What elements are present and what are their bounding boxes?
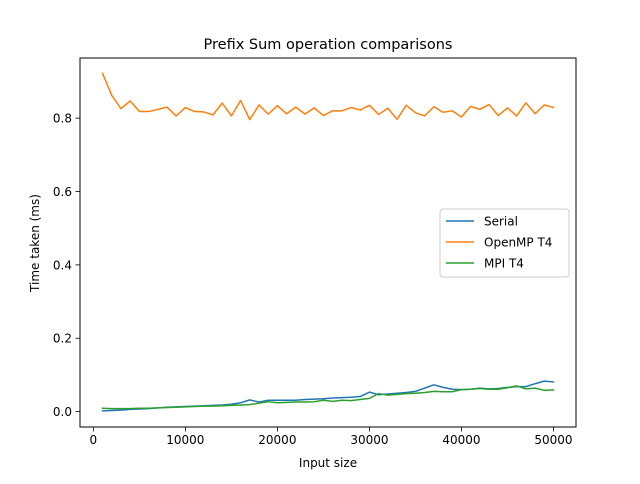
legend: Serial OpenMP T4 MPI T4 <box>439 208 570 278</box>
x-tick-label: 0 <box>90 433 98 447</box>
y-axis-label: Time taken (ms) <box>28 194 42 293</box>
y-tick-label: 0.8 <box>53 112 72 126</box>
x-tick-label: 40000 <box>442 433 480 447</box>
legend-label-1: OpenMP T4 <box>484 236 552 250</box>
x-tick-label: 50000 <box>534 433 572 447</box>
chart-title: Prefix Sum operation comparisons <box>204 37 453 53</box>
y-tick-label: 0.4 <box>53 258 72 272</box>
x-axis: 0 10000 20000 30000 40000 50000 <box>90 427 573 447</box>
y-tick-label: 0.6 <box>53 185 72 199</box>
legend-label-2: MPI T4 <box>484 257 524 271</box>
x-tick-label: 30000 <box>350 433 388 447</box>
legend-label-0: Serial <box>484 215 518 229</box>
y-tick-label: 0.2 <box>53 332 72 346</box>
x-tick-label: 10000 <box>166 433 204 447</box>
x-tick-label: 20000 <box>258 433 296 447</box>
y-tick-label: 0.0 <box>53 405 72 419</box>
series-layer <box>101 72 555 412</box>
series-line-2 <box>101 385 555 410</box>
legend-box <box>439 208 570 278</box>
plot-frame <box>79 57 577 428</box>
series-line-1 <box>101 72 555 121</box>
x-axis-label: Input size <box>299 456 357 470</box>
y-axis: 0.0 0.2 0.4 0.6 0.8 <box>53 112 80 419</box>
